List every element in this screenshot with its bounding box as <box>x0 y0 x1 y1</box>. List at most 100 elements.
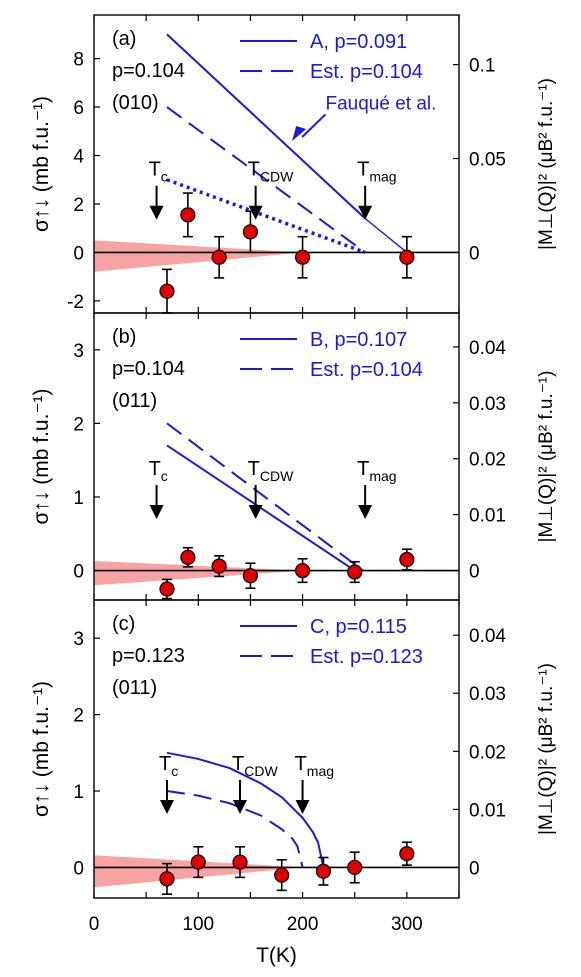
x-tick-label: 300 <box>391 914 423 935</box>
legend-entry: Est. p=0.104 <box>310 61 423 83</box>
data-point <box>159 871 175 887</box>
right-y-tick-label: 0.1 <box>469 56 495 77</box>
data-point <box>399 249 415 265</box>
data-point <box>347 859 363 876</box>
temperature-arrow-head <box>248 505 263 520</box>
temperature-marker-label: TCDW <box>232 753 278 779</box>
x-tick-label: 0 <box>89 914 100 935</box>
panel-label: (b) <box>112 326 136 348</box>
right-y-tick-label: 0.02 <box>469 742 506 763</box>
temperature-arrow-head <box>295 799 310 814</box>
right-y-tick-label: 0.01 <box>469 506 506 527</box>
temperature-arrow-head <box>160 799 174 814</box>
data-point <box>242 224 259 240</box>
y-axis-label: σ↑↓ (mb f.u.⁻¹) <box>30 681 53 817</box>
data-point <box>274 867 290 883</box>
uncertainty-band <box>94 560 303 586</box>
y-tick-label: 4 <box>73 147 84 168</box>
data-point <box>294 562 311 579</box>
series-line-solid <box>166 751 325 868</box>
data-point <box>180 549 196 565</box>
right-y-tick-label: 0.03 <box>469 394 506 415</box>
annotation-text: Fauqué et al. <box>326 93 437 114</box>
data-point <box>159 581 175 597</box>
panel-info: p=0.104 <box>112 60 185 82</box>
series-line-dashed <box>166 790 304 868</box>
temperature-marker-label: Tc <box>149 159 168 185</box>
data-point <box>232 854 248 870</box>
annotation-arrow <box>301 113 327 138</box>
y-tick-label: 3 <box>73 341 84 362</box>
series-line-solid <box>166 33 366 220</box>
y-tick-label: 0 <box>73 858 84 879</box>
y-axis-label: σ↑↓ (mb f.u.⁻¹) <box>30 96 53 232</box>
y-tick-label: 1 <box>73 488 84 509</box>
annotation-arrow-head <box>292 125 307 141</box>
temperature-marker-label: Tc <box>149 458 168 484</box>
right-y-tick-label: 0 <box>469 243 480 264</box>
y-tick-label: 0 <box>73 562 84 583</box>
y-tick-label: 6 <box>73 98 84 119</box>
chart-panel-1: Tc TCDW Tmag Fauqué et al. -2 0 2 4 6 8 0 0.05 0.1 (a… <box>30 14 557 314</box>
chart-panel-2: Tc TCDW Tmag 0 1 2 3 0 0.01 0.02 0.03 0.04 (b) p=0.10… <box>30 312 557 601</box>
temperature-arrow-head <box>149 505 164 520</box>
temperature-arrow-head <box>149 205 164 220</box>
uncertainty-band <box>94 240 303 272</box>
data-point <box>211 249 227 265</box>
temperature-arrow-head <box>358 505 373 520</box>
panel-label: (c) <box>112 613 135 635</box>
y-tick-label: 0 <box>73 243 84 264</box>
panel-info: (011) <box>112 390 157 412</box>
y-tick-label: 2 <box>73 706 84 727</box>
temperature-marker-label: Tmag <box>357 159 396 185</box>
data-point <box>399 846 415 862</box>
panel-info: p=0.104 <box>112 358 185 380</box>
right-y-tick-label: 0 <box>469 562 480 583</box>
panel-info: (010) <box>112 92 159 114</box>
right-y-tick-label: 0.04 <box>469 338 506 359</box>
series-line-dashed <box>166 422 364 572</box>
temperature-arrow-head <box>248 205 263 220</box>
temperature-marker-label: Tmag <box>295 753 334 779</box>
legend-entry: A, p=0.091 <box>310 31 407 53</box>
series-tail-line <box>364 217 408 253</box>
temperature-arrow-head <box>358 205 373 220</box>
panel-frame <box>93 599 460 899</box>
series-line-dashed <box>166 106 366 254</box>
y-tick-label: 2 <box>73 414 84 435</box>
data-point <box>211 558 227 574</box>
temperature-marker-label: Tmag <box>357 458 396 484</box>
right-y-tick-label: 0.01 <box>469 800 506 821</box>
panel-info: p=0.123 <box>112 645 185 667</box>
data-point <box>399 551 415 568</box>
temperature-arrow-head <box>233 799 247 814</box>
legend-entry: Est. p=0.123 <box>310 646 423 668</box>
y-tick-label: 2 <box>73 195 84 216</box>
legend-entry: C, p=0.115 <box>310 616 407 638</box>
x-axis-label: T(K) <box>256 944 297 967</box>
right-y-tick-label: 0.03 <box>469 684 506 705</box>
data-point <box>242 568 259 584</box>
y-axis-label: σ↑↓ (mb f.u.⁻¹) <box>30 388 53 524</box>
data-point <box>347 564 363 580</box>
x-tick-label: 200 <box>287 914 319 935</box>
y-tick-label: -2 <box>67 292 84 313</box>
panel-label: (a) <box>112 28 136 50</box>
data-point <box>190 854 206 870</box>
data-point <box>180 207 196 223</box>
right-axis-label: |M⊥(Q)|² (μB² f.u.⁻¹) <box>536 371 557 543</box>
temperature-marker-label: TCDW <box>248 458 294 484</box>
x-tick-label: 100 <box>182 914 214 935</box>
right-axis-label: |M⊥(Q)|² (μB² f.u.⁻¹) <box>536 78 557 250</box>
temperature-marker-label: Tc <box>159 753 178 779</box>
y-tick-label: 3 <box>73 629 84 650</box>
series-line-dotted <box>166 178 366 255</box>
right-y-tick-label: 0.05 <box>469 150 506 171</box>
y-tick-label: 8 <box>73 50 84 71</box>
panel-info: (011) <box>112 677 157 699</box>
right-y-tick-label: 0.04 <box>469 626 506 647</box>
data-point <box>315 863 332 879</box>
temperature-marker-label: TCDW <box>248 159 294 185</box>
data-point <box>294 249 311 265</box>
